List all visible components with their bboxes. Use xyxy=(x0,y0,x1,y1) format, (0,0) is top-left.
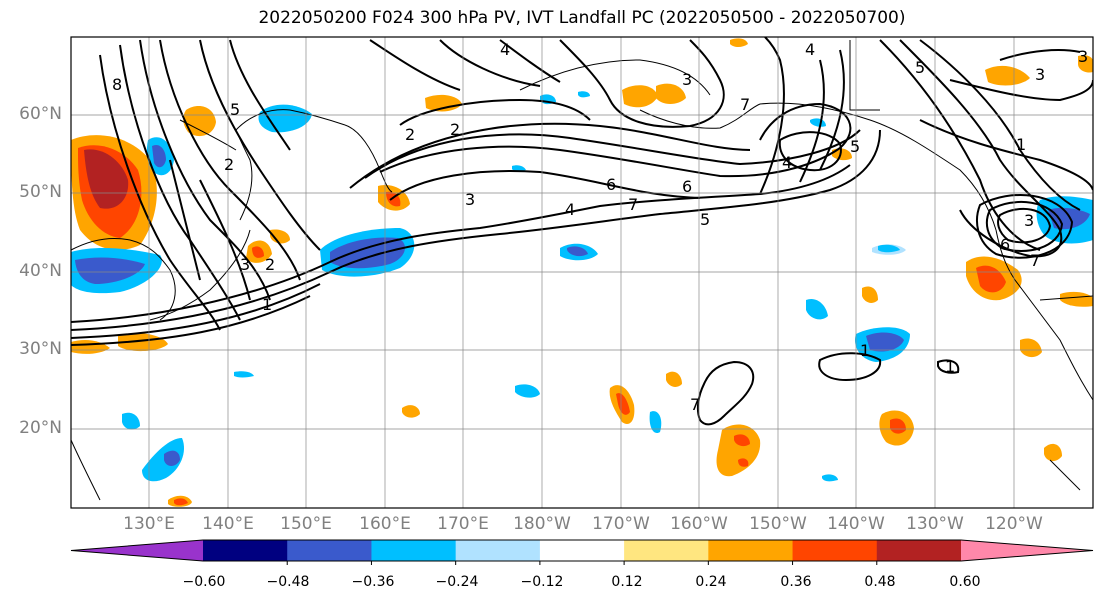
lat-label-20n: 20°N xyxy=(19,418,62,438)
lat-label-30n: 30°N xyxy=(19,339,62,359)
pv-contour-label: 5 xyxy=(230,100,240,119)
pv-contour-label: 1 xyxy=(945,357,955,376)
colorbar-segment xyxy=(371,540,457,561)
pv-contour-label: 2 xyxy=(265,255,275,274)
colorbar-segment xyxy=(539,540,625,561)
colorbar-outline xyxy=(70,539,1094,562)
colorbar-tick-label: 0.48 xyxy=(864,574,896,590)
pv-contour-label: 6 xyxy=(1000,235,1010,254)
pv-contour-label: 4 xyxy=(565,200,575,219)
pv-contour-label: 4 xyxy=(500,40,510,59)
pv-contour-label: 7 xyxy=(740,95,750,114)
pv-contour-label: 5 xyxy=(850,137,860,156)
lon-label-140e: 140°E xyxy=(202,514,254,534)
colorbar-segment xyxy=(792,540,878,561)
pv-contour-label: 6 xyxy=(682,177,692,196)
lon-label-130w: 130°W xyxy=(906,514,964,534)
colorbar xyxy=(70,539,1094,565)
pv-contour-label: 3 xyxy=(1024,211,1034,230)
lon-label-170e: 170°E xyxy=(437,514,489,534)
colorbar-segment xyxy=(876,540,962,561)
pv-contour-label: 3 xyxy=(465,190,475,209)
pv-contour-label: 4 xyxy=(805,40,815,59)
map-frame xyxy=(70,36,1094,509)
pv-contour-label: 7 xyxy=(1030,251,1040,270)
lon-label-150e: 150°E xyxy=(280,514,332,534)
colorbar-tick-label: −0.48 xyxy=(266,574,310,590)
pv-contour-label: 3 xyxy=(240,255,250,274)
colorbar-tick-label: −0.12 xyxy=(520,574,564,590)
pv-contour-label: 6 xyxy=(606,175,616,194)
graticule xyxy=(71,37,1093,508)
pv-contour-label: 1 xyxy=(1016,135,1026,154)
pv-contour-label: 2 xyxy=(405,125,415,144)
lon-label-170w: 170°W xyxy=(592,514,650,534)
colorbar-tick-label: 0.36 xyxy=(780,574,812,590)
lat-label-50n: 50°N xyxy=(19,182,62,202)
pv-contour-label: 2 xyxy=(224,155,234,174)
colorbar-tick-label: −0.60 xyxy=(182,574,226,590)
colorbar-tick-label: 0.12 xyxy=(611,574,643,590)
ivt-pc-shading xyxy=(71,38,1093,507)
lon-label-160w: 160°W xyxy=(670,514,728,534)
lon-label-160e: 160°E xyxy=(359,514,411,534)
colorbar-segment xyxy=(708,540,794,561)
pv-contour-label: 1 xyxy=(262,295,272,314)
pv-contour-label: 3 xyxy=(1035,65,1045,84)
colorbar-extend-max xyxy=(961,540,1093,561)
map-title: 2022050200 F024 300 hPa PV, IVT Landfall… xyxy=(258,8,906,28)
colorbar-tick-label: −0.24 xyxy=(435,574,479,590)
pv-contour-label: 7 xyxy=(690,395,700,414)
pv-contour-label: 1 xyxy=(860,341,870,360)
lat-label-40n: 40°N xyxy=(19,261,62,281)
lon-label-130e: 130°E xyxy=(123,514,175,534)
colorbar-segment xyxy=(287,540,372,561)
colorbar-tick-label: 0.60 xyxy=(949,574,981,590)
colorbar-extend-min xyxy=(71,540,203,561)
pv-contour-label: 5 xyxy=(915,58,925,77)
coastlines xyxy=(71,40,1093,501)
pv-contour-label: 3 xyxy=(1078,47,1088,66)
pv-contours xyxy=(71,37,1093,426)
pv-contour-label: 5 xyxy=(700,210,710,229)
colorbar-tick-label: 0.24 xyxy=(695,574,727,590)
pv-contour-label: 2 xyxy=(450,120,460,139)
colorbar-tick-label: −0.36 xyxy=(351,574,395,590)
pv-contour-label: 7 xyxy=(628,195,638,214)
lat-label-60n: 60°N xyxy=(19,104,62,124)
colorbar-segment xyxy=(203,540,288,561)
pv-contour-label: 3 xyxy=(682,70,692,89)
lon-label-180w: 180°W xyxy=(513,514,571,534)
lon-label-120w: 120°W xyxy=(985,514,1043,534)
lon-label-150w: 150°W xyxy=(749,514,807,534)
colorbar-segment xyxy=(624,540,709,561)
pv-contour-label: 4 xyxy=(782,153,792,172)
lon-label-140w: 140°W xyxy=(827,514,885,534)
colorbar-segment xyxy=(455,540,541,561)
pv-contour-label: 8 xyxy=(112,75,122,94)
